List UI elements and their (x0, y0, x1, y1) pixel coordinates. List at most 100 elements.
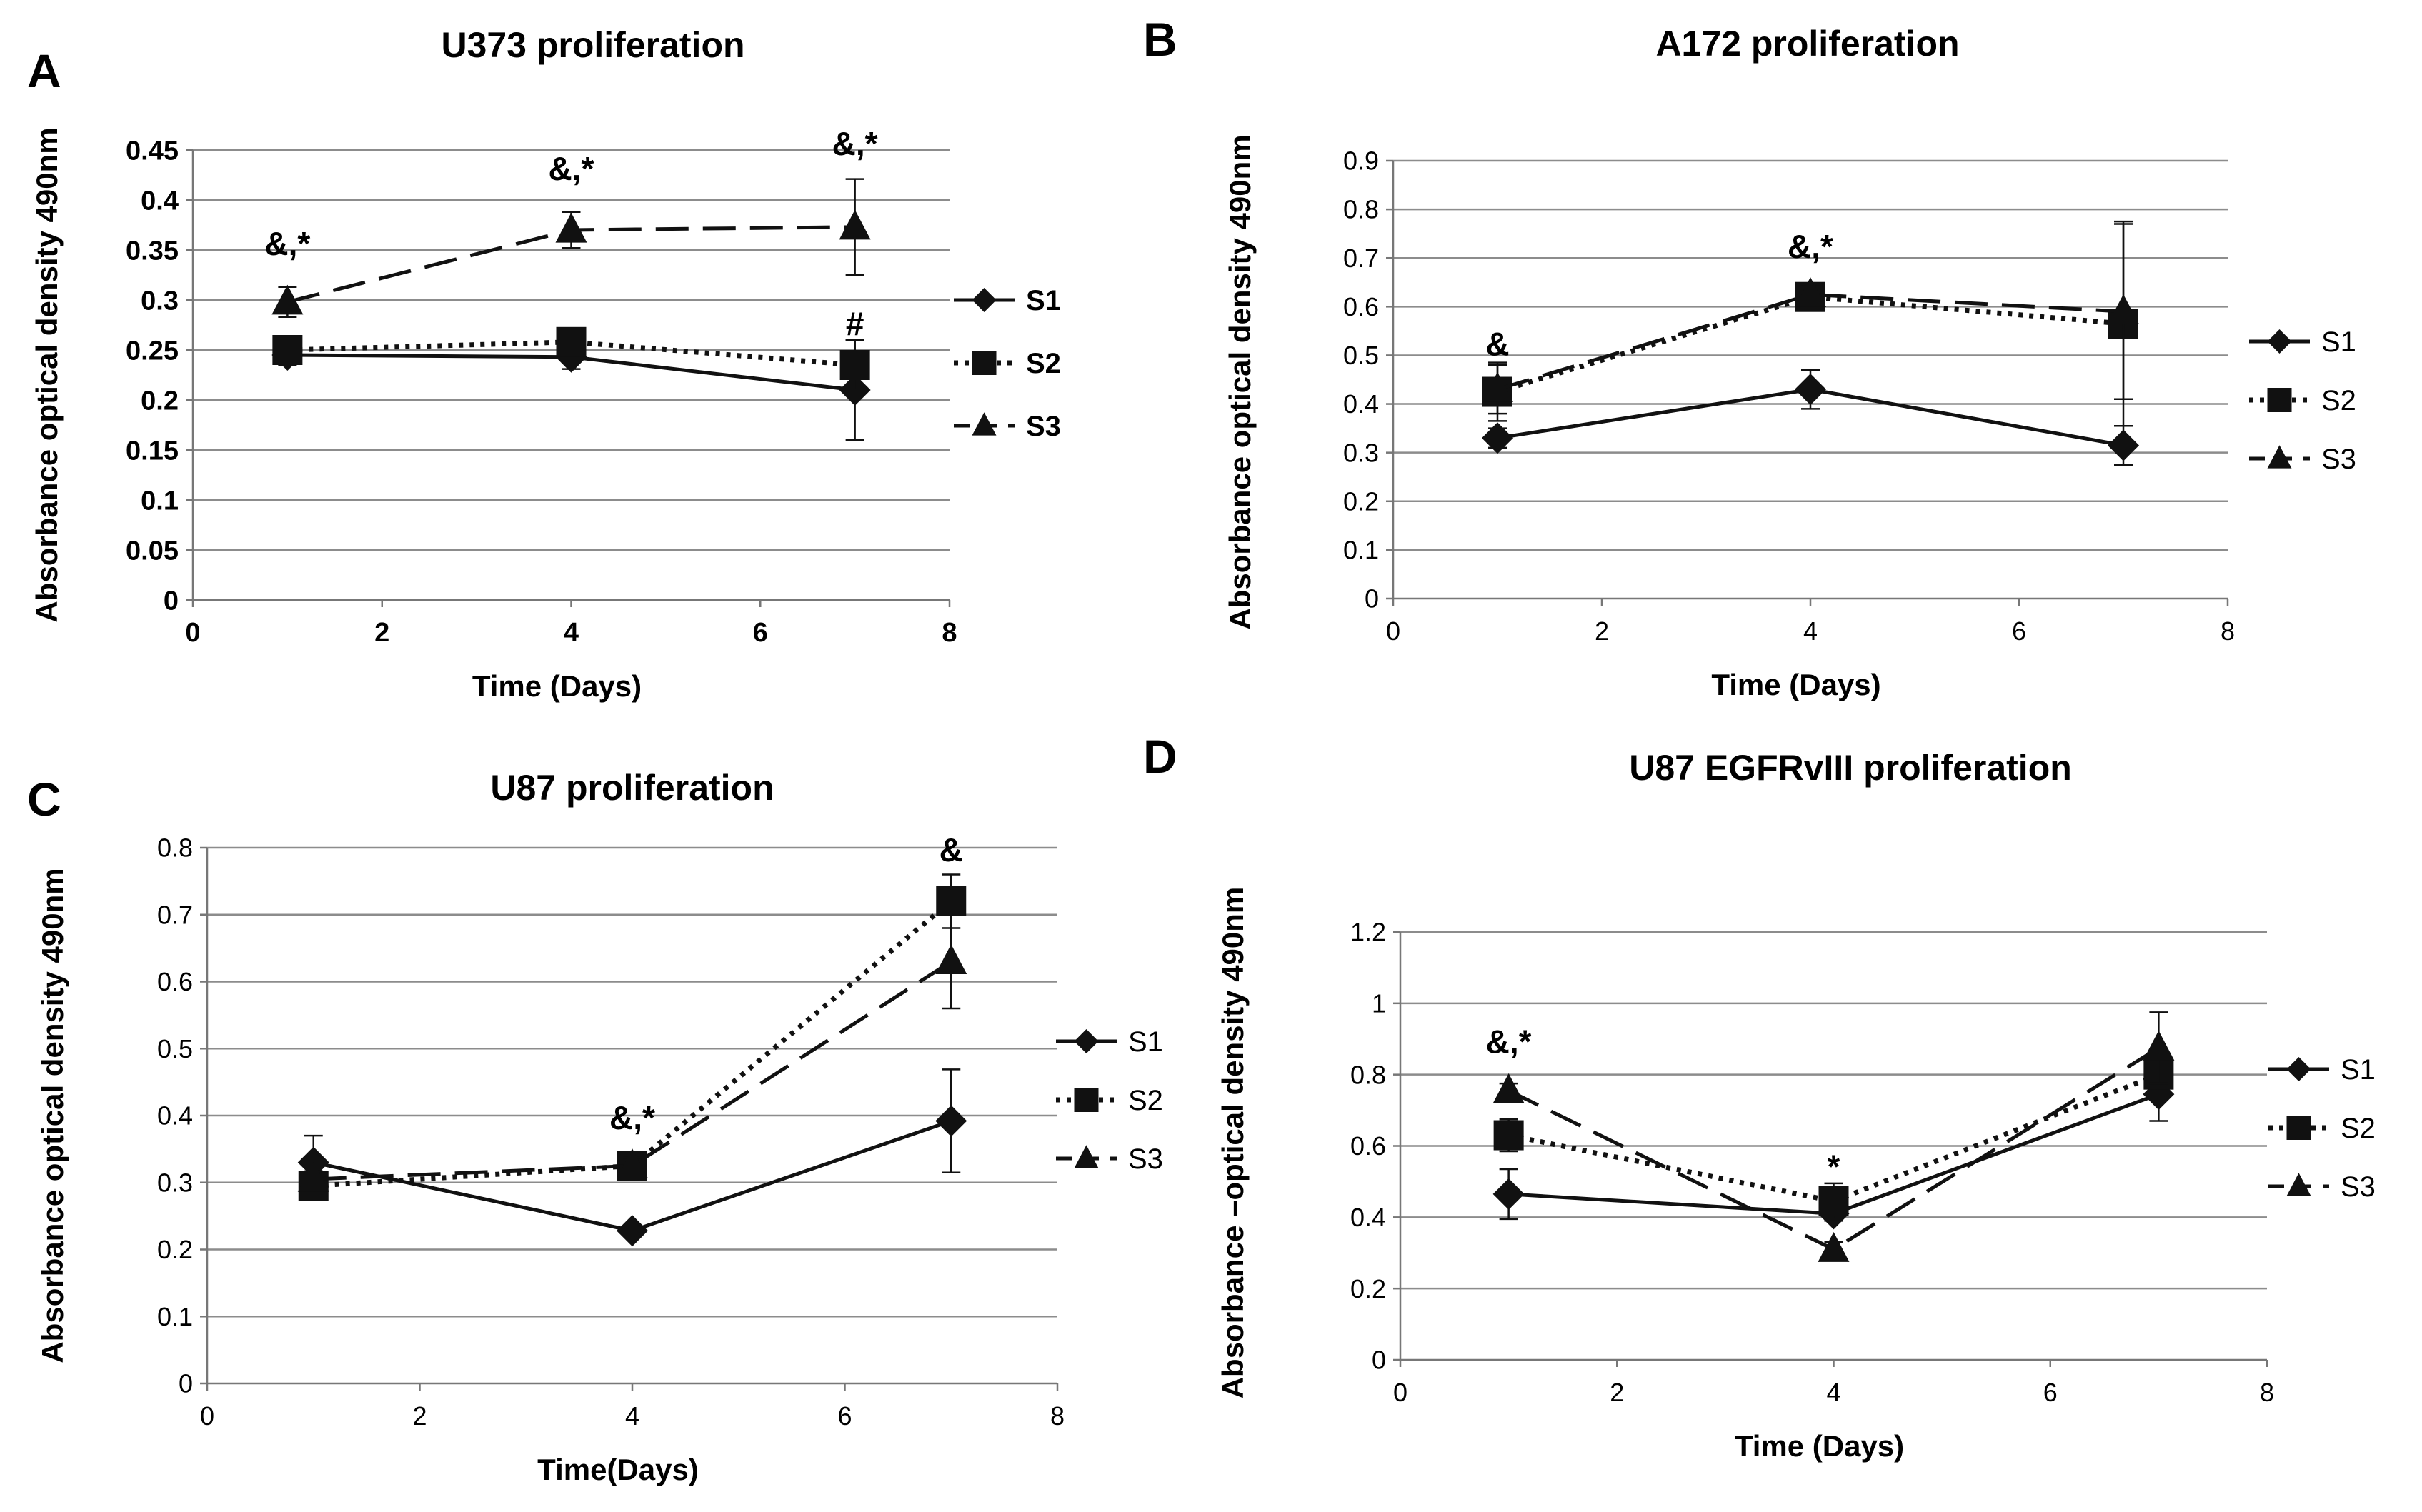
x-tick-label: 6 (837, 1401, 852, 1431)
chart-title: U373 proliferation (441, 25, 744, 65)
legend-marker-triangle (972, 412, 997, 436)
y-tick-label: 0.4 (141, 186, 179, 216)
data-point-triangle (1795, 277, 1826, 307)
x-tick-label: 8 (942, 618, 957, 648)
y-tick-label: 0 (179, 1369, 193, 1398)
significance-annotation: &,* (264, 225, 310, 262)
panel-letter: C (27, 773, 61, 826)
y-tick-label: 0.4 (1343, 389, 1379, 419)
y-tick-label: 0 (1365, 584, 1379, 614)
significance-annotation: & (940, 831, 963, 868)
x-tick-label: 4 (1803, 616, 1818, 646)
significance-annotation: * (1828, 1148, 1840, 1185)
data-point-triangle (297, 1161, 329, 1192)
y-tick-label: 0.2 (157, 1235, 193, 1264)
y-tick-label: 0.8 (1350, 1060, 1386, 1089)
series-line (1497, 292, 2124, 391)
legend-marker-diamond (1074, 1029, 1099, 1053)
x-axis-label: Time(Days) (537, 1453, 699, 1486)
series-line (1496, 294, 2124, 394)
x-tick-label: 2 (374, 618, 389, 648)
panel-A: A U373 proliferation 0 0.05 0.1 0.15 0.2 0.25 0.… (27, 25, 1061, 703)
x-axis-label: Time (Days) (1735, 1429, 1904, 1463)
series-line (1507, 1072, 2160, 1204)
legend-label: S3 (1128, 1143, 1163, 1175)
y-tick-label: 0.5 (157, 1034, 193, 1063)
x-tick-label: 8 (1050, 1401, 1065, 1431)
x-axis-label: Time (Days) (1711, 668, 1880, 701)
series-line (313, 960, 952, 1181)
x-tick-label: 6 (753, 618, 768, 648)
y-axis-label: Absorbance optical density 490nm (1223, 134, 1257, 629)
data-point-triangle (555, 212, 587, 243)
y-axis-label: Absorbance –optical density 490nm (1216, 887, 1250, 1399)
y-tick-label: 0.6 (157, 967, 193, 996)
data-point-diamond (617, 1215, 648, 1247)
data-point-triangle (2108, 294, 2139, 324)
legend-item-S1: S1 (2249, 326, 2356, 358)
y-tick-label: 0.8 (157, 833, 193, 863)
y-tick-label: 0.05 (126, 536, 179, 566)
significance-annotation: &,* (549, 150, 594, 187)
legend-item-S2: S2 (1056, 1085, 1163, 1116)
significance-annotation: &,* (609, 1099, 655, 1136)
series-S1 (1482, 369, 2139, 466)
legend-label: S2 (1026, 348, 1061, 379)
x-tick-label: 4 (625, 1401, 639, 1431)
legend-label: S2 (2341, 1113, 2376, 1144)
series-S3 (297, 913, 967, 1192)
legend-item-S1: S1 (954, 285, 1061, 316)
legend-item-S1: S1 (1056, 1026, 1163, 1058)
series-S3 (271, 178, 871, 319)
y-axis-label: Absorbance optical density 490nm (30, 127, 64, 622)
legend-item-S3: S3 (2268, 1171, 2376, 1203)
legend-item-S3: S3 (2249, 444, 2356, 475)
significance-annotation: & (1485, 325, 1509, 362)
significance-annotation: &,* (832, 125, 878, 162)
legend-label: S3 (1026, 411, 1061, 442)
x-tick-label: 8 (2221, 616, 2235, 646)
legend-marker-square (1074, 1088, 1099, 1112)
data-point-square (556, 326, 587, 357)
data-point-triangle (1492, 1073, 1525, 1103)
legend-item-S1: S1 (2268, 1054, 2376, 1086)
significance-annotation: # (846, 305, 864, 342)
legend-marker-diamond (972, 288, 997, 312)
y-tick-label: 0.3 (157, 1168, 193, 1197)
y-tick-label: 0.2 (1350, 1274, 1386, 1303)
legend-marker-square (2267, 388, 2292, 412)
panel-B: B A172 proliferation 0 0.1 0.2 0.3 0.4 0.5 0.6 0.… (1143, 13, 2356, 701)
legend-item-S2: S2 (2268, 1113, 2376, 1144)
legend-item-S2: S2 (954, 348, 1061, 379)
legend-marker-square (2286, 1116, 2311, 1140)
y-tick-label: 0.4 (157, 1101, 193, 1131)
data-point-square (1493, 1120, 1524, 1151)
y-tick-label: 0.1 (157, 1302, 193, 1331)
y-tick-label: 0.3 (1343, 438, 1379, 467)
series-line (287, 339, 855, 368)
legend-label: S3 (2341, 1171, 2376, 1203)
data-point-square (272, 335, 303, 365)
y-tick-label: 1 (1372, 988, 1386, 1018)
y-tick-label: 0.7 (157, 900, 193, 929)
x-tick-label: 4 (1826, 1378, 1840, 1407)
y-tick-label: 0.25 (126, 336, 179, 366)
data-point-triangle (2143, 1031, 2175, 1061)
y-tick-label: 0.4 (1350, 1203, 1386, 1232)
x-tick-label: 4 (564, 618, 579, 648)
y-tick-label: 0 (1372, 1346, 1386, 1375)
legend-label: S2 (2321, 385, 2356, 416)
x-tick-label: 8 (2260, 1378, 2274, 1407)
legend-marker-square (972, 351, 997, 375)
panel-letter: B (1143, 13, 1177, 66)
series-S2 (272, 326, 870, 391)
y-tick-label: 0.45 (126, 136, 179, 166)
data-point-diamond (1492, 1178, 1525, 1210)
y-tick-label: 0.8 (1343, 195, 1379, 224)
data-point-diamond (1482, 422, 1513, 454)
x-tick-label: 2 (412, 1401, 427, 1431)
data-point-square (1818, 1186, 1849, 1216)
legend-label: S1 (2321, 326, 2356, 358)
legend-label: S1 (2341, 1054, 2376, 1086)
